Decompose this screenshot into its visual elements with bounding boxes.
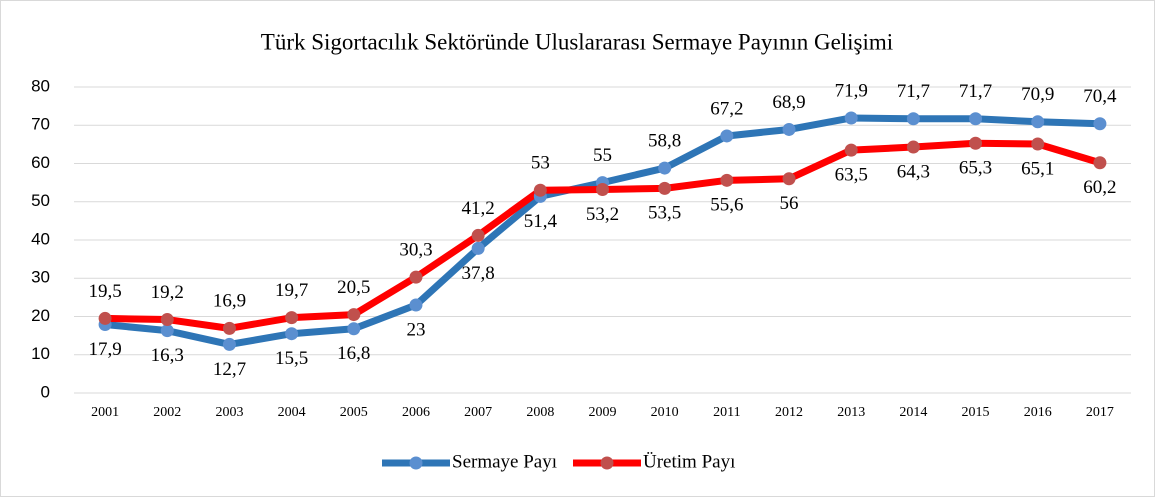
- marker: [222, 321, 236, 335]
- value-label: 70,4: [1083, 86, 1117, 107]
- marker: [969, 136, 983, 150]
- y-tick-label: 0: [41, 382, 50, 401]
- marker: [596, 183, 609, 197]
- value-label: 15,5: [275, 348, 308, 369]
- value-label: 55: [593, 145, 612, 166]
- marker: [782, 122, 796, 136]
- marker: [471, 241, 485, 255]
- y-tick-label: 80: [31, 76, 50, 95]
- x-tick-label: 2011: [713, 405, 740, 420]
- marker: [222, 337, 236, 351]
- marker: [720, 129, 734, 143]
- marker: [347, 322, 361, 336]
- legend-marker: [409, 456, 423, 470]
- x-tick-label: 2003: [215, 405, 243, 420]
- y-tick-label: 30: [31, 268, 50, 287]
- value-label: 63,5: [835, 164, 868, 185]
- marker: [658, 161, 672, 175]
- marker: [720, 173, 734, 187]
- x-tick-label: 2012: [775, 405, 803, 420]
- value-label: 20,5: [337, 277, 370, 298]
- value-label: 58,8: [648, 130, 681, 151]
- value-label: 30,3: [399, 239, 432, 260]
- x-tick-label: 2008: [526, 405, 554, 420]
- y-tick-label: 50: [31, 191, 50, 210]
- y-tick-label: 10: [31, 344, 50, 363]
- x-tick-label: 2013: [837, 405, 865, 420]
- marker: [471, 228, 485, 242]
- value-label: 60,2: [1083, 177, 1116, 198]
- marker: [409, 270, 423, 284]
- value-label: 67,2: [710, 98, 743, 119]
- value-label: 68,9: [772, 92, 805, 113]
- x-tick-label: 2017: [1086, 405, 1114, 420]
- value-label: 19,2: [151, 282, 184, 303]
- value-label: 64,3: [897, 161, 930, 182]
- value-label: 19,7: [275, 280, 308, 301]
- value-label: 41,2: [462, 198, 495, 219]
- value-label: 55,6: [710, 195, 743, 216]
- x-tick-label: 2010: [651, 405, 679, 420]
- x-tick-label: 2004: [278, 405, 306, 420]
- marker: [906, 140, 920, 154]
- x-tick-label: 2005: [340, 405, 368, 420]
- x-tick-label: 2007: [464, 405, 492, 420]
- value-label: 53: [531, 153, 550, 174]
- marker: [160, 324, 174, 338]
- marker: [1031, 137, 1045, 151]
- legend-label: Sermaye Payı: [452, 451, 557, 472]
- marker: [969, 112, 983, 126]
- value-label: 23: [406, 319, 425, 340]
- value-label: 19,5: [88, 281, 121, 302]
- x-tick-label: 2014: [899, 405, 927, 420]
- marker: [1093, 117, 1107, 131]
- marker: [285, 311, 299, 325]
- value-label: 53,5: [648, 203, 681, 224]
- value-label: 71,7: [897, 81, 930, 102]
- value-label: 71,9: [835, 80, 868, 101]
- value-label: 12,7: [213, 359, 246, 380]
- y-tick-label: 20: [31, 306, 50, 325]
- marker: [347, 308, 361, 322]
- y-tick-label: 40: [31, 229, 50, 248]
- y-tick-label: 70: [31, 115, 50, 134]
- x-tick-label: 2016: [1024, 405, 1052, 420]
- marker: [1093, 156, 1107, 170]
- marker: [844, 111, 858, 125]
- x-tick-label: 2009: [589, 405, 617, 420]
- legend-label: Üretim Payı: [643, 451, 735, 472]
- x-tick-label: 2001: [91, 405, 119, 420]
- legend-marker: [600, 456, 614, 470]
- value-label: 70,9: [1021, 84, 1054, 105]
- value-label: 65,3: [959, 158, 992, 179]
- marker: [1031, 115, 1045, 129]
- marker: [658, 181, 672, 195]
- value-label: 17,9: [88, 339, 121, 360]
- marker: [844, 143, 858, 157]
- marker: [782, 172, 796, 186]
- marker: [98, 311, 112, 325]
- x-tick-label: 2015: [962, 405, 990, 420]
- marker: [160, 313, 174, 327]
- x-tick-label: 2002: [153, 405, 181, 420]
- value-label: 16,8: [337, 343, 370, 364]
- value-label: 56: [780, 193, 799, 214]
- marker: [906, 112, 920, 126]
- value-label: 37,8: [462, 263, 495, 284]
- value-label: 71,7: [959, 81, 992, 102]
- value-label: 51,4: [524, 211, 558, 232]
- marker: [285, 327, 299, 341]
- marker: [409, 298, 423, 312]
- chart-title: Türk Sigortacılık Sektöründe Uluslararas…: [261, 29, 893, 54]
- value-label: 16,3: [151, 345, 184, 366]
- value-label: 53,2: [586, 204, 619, 225]
- y-tick-label: 60: [31, 153, 50, 172]
- x-tick-label: 2006: [402, 405, 430, 420]
- value-label: 65,1: [1021, 158, 1054, 179]
- marker: [533, 183, 547, 197]
- value-label: 16,9: [213, 291, 246, 312]
